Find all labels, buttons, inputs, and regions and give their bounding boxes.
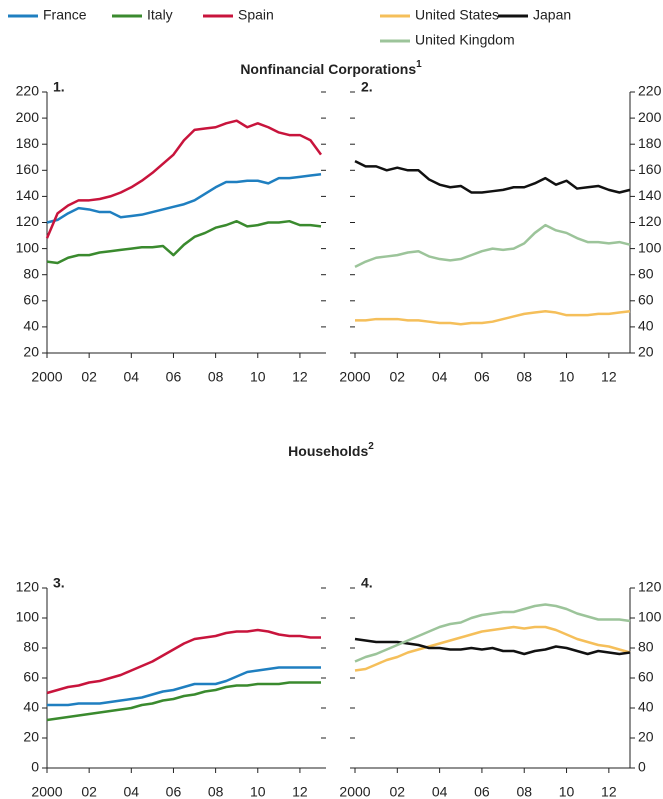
series-line: [46, 219, 322, 265]
section-title-text: Nonfinancial Corporations: [240, 61, 416, 77]
y-tick-label: 60: [638, 292, 654, 308]
x-tick-label: 2000: [31, 784, 62, 799]
x-tick-label: 06: [474, 369, 490, 385]
y-tick-label: 160: [638, 161, 662, 177]
y-tick-label: 180: [638, 135, 662, 151]
x-tick-label: 12: [601, 784, 617, 799]
legend-label: United States: [415, 7, 499, 23]
x-tick-label: 06: [474, 784, 490, 799]
panel-label: 4.: [361, 575, 373, 591]
y-tick-label: 20: [638, 344, 654, 360]
x-tick-label: 10: [559, 784, 575, 799]
y-tick-label: 60: [23, 669, 39, 685]
y-tick-label: 100: [16, 609, 40, 625]
x-tick-label: 2000: [339, 784, 370, 799]
x-tick-label: 04: [124, 369, 140, 385]
x-tick-label: 08: [208, 369, 224, 385]
x-tick-label: 2000: [31, 369, 62, 385]
y-tick-label: 40: [638, 699, 654, 715]
y-tick-label: 0: [31, 759, 39, 775]
y-tick-label: 200: [16, 109, 40, 125]
y-tick-label: 100: [638, 609, 662, 625]
panel-label: 3.: [53, 575, 65, 591]
panel: 3. 0 20 40 60 80 100 120 2000 02 04 06 08 10 12: [16, 575, 326, 799]
series-line: [354, 625, 631, 672]
x-tick-label: 12: [601, 369, 617, 385]
y-tick-label: 120: [638, 213, 662, 229]
x-tick-label: 08: [516, 369, 532, 385]
y-tick-label: 60: [23, 292, 39, 308]
legend-label: United Kingdom: [415, 32, 515, 48]
y-tick-label: 120: [16, 213, 40, 229]
x-tick-label: 08: [516, 784, 532, 799]
x-tick-label: 02: [81, 784, 97, 799]
y-tick-label: 160: [16, 161, 40, 177]
series-line: [46, 628, 321, 695]
series-line: [354, 160, 631, 194]
y-tick-label: 40: [638, 318, 654, 334]
y-tick-label: 140: [16, 187, 40, 203]
y-tick-label: 0: [638, 759, 646, 775]
x-tick-label: 10: [250, 369, 266, 385]
legend-label: Italy: [147, 7, 173, 23]
y-tick-label: 20: [23, 344, 39, 360]
y-tick-label: 100: [638, 239, 662, 255]
y-tick-label: 200: [638, 109, 662, 125]
y-tick-label: 80: [23, 265, 39, 281]
y-tick-label: 40: [23, 318, 39, 334]
y-tick-label: 60: [638, 669, 654, 685]
x-tick-label: 02: [81, 369, 97, 385]
x-tick-label: 10: [250, 784, 266, 799]
y-tick-label: 220: [16, 83, 40, 99]
panel: 2. 20 40 60 80 100 120 140 160 180 200 220 2000 02 04 0…: [339, 79, 661, 385]
section-title-note: 2: [368, 441, 374, 452]
x-tick-label: 04: [432, 784, 448, 799]
y-tick-label: 80: [23, 639, 39, 655]
x-tick-label: 04: [432, 369, 448, 385]
panel: 1. 20 40 60 80 100 120 140 160 180 200 220 2000 02 04 0…: [16, 79, 326, 385]
section-title: Households2: [288, 441, 374, 459]
x-tick-label: 04: [124, 784, 140, 799]
y-tick-label: 220: [638, 83, 662, 99]
y-tick-label: 120: [16, 579, 40, 595]
panel-label: 1.: [53, 79, 65, 95]
legend-label: France: [43, 7, 87, 23]
y-tick-label: 100: [16, 239, 40, 255]
series-line: [354, 223, 631, 268]
series-line: [47, 666, 321, 707]
y-tick-label: 120: [638, 579, 662, 595]
series-line: [45, 119, 323, 239]
series-line: [46, 172, 322, 224]
series-line: [355, 309, 631, 326]
x-tick-label: 10: [559, 369, 575, 385]
legend-label: Spain: [238, 7, 274, 23]
y-tick-label: 140: [638, 187, 662, 203]
x-tick-label: 06: [166, 784, 182, 799]
y-tick-label: 20: [638, 729, 654, 745]
x-tick-label: 12: [292, 369, 308, 385]
y-tick-label: 80: [638, 265, 654, 281]
legend-label: Japan: [533, 7, 571, 23]
x-tick-label: 2000: [339, 369, 370, 385]
series-line: [46, 681, 321, 722]
x-tick-label: 02: [390, 784, 406, 799]
y-tick-label: 20: [23, 729, 39, 745]
x-tick-label: 12: [292, 784, 308, 799]
panel: 4. 0 20 40 60 80 100 120 2000 02 04 06 08 10 12: [339, 575, 661, 799]
y-tick-label: 80: [638, 639, 654, 655]
series-line: [354, 603, 631, 663]
section-title-text: Households: [288, 443, 368, 459]
section-title-note: 1: [416, 59, 422, 70]
section-title: Nonfinancial Corporations1: [240, 59, 422, 77]
x-tick-label: 08: [208, 784, 224, 799]
y-tick-label: 40: [23, 699, 39, 715]
panel-label: 2.: [361, 79, 373, 95]
x-tick-label: 06: [166, 369, 182, 385]
y-tick-label: 180: [16, 135, 40, 151]
x-tick-label: 02: [390, 369, 406, 385]
